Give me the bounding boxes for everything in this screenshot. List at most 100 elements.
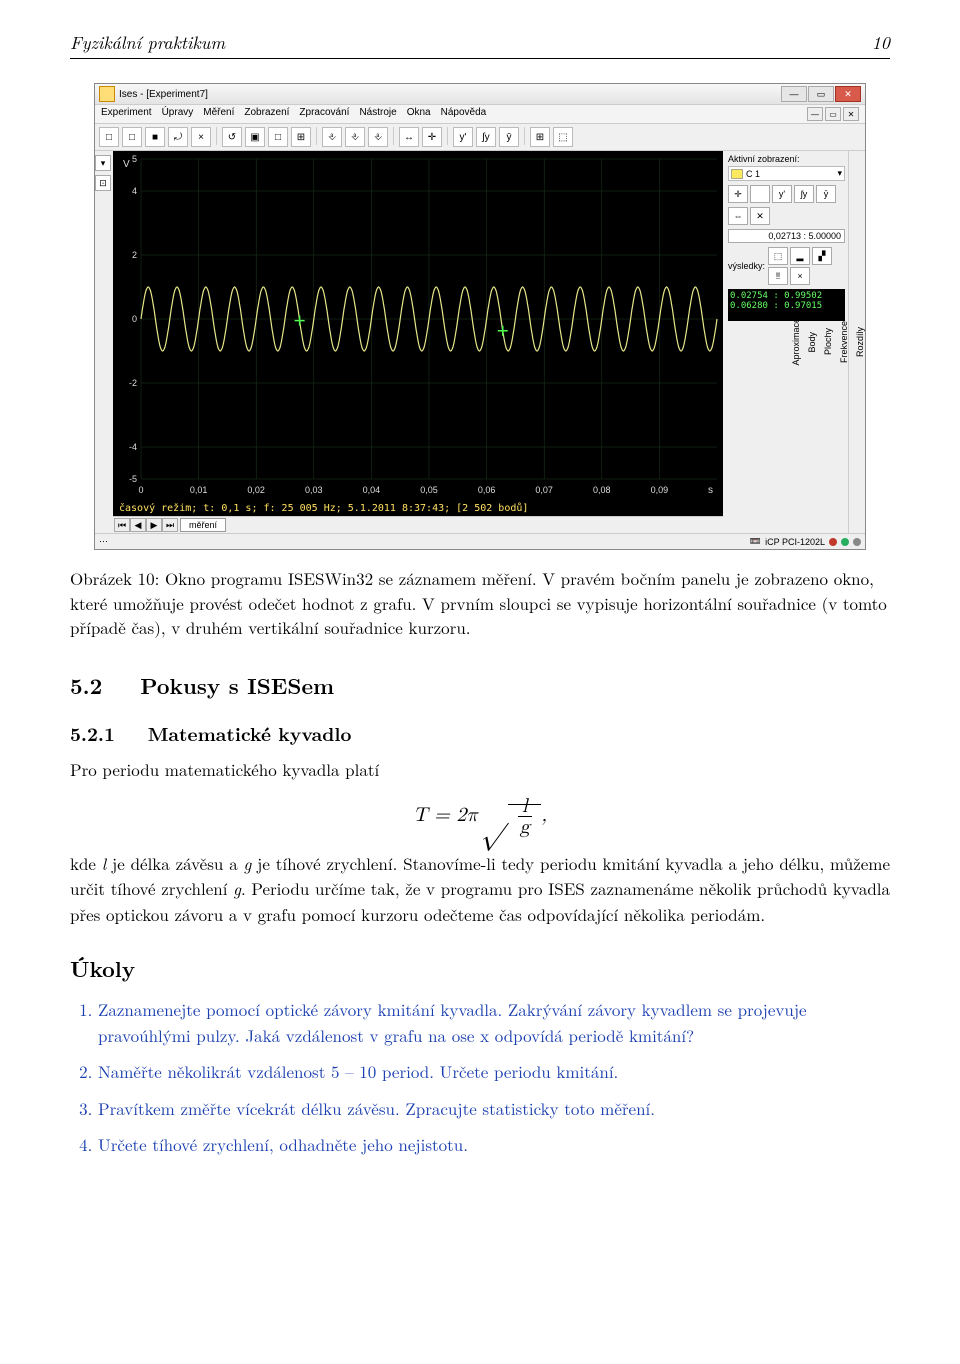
mdi-close[interactable]: ✕ bbox=[843, 107, 859, 121]
toolbar-button[interactable]: ▣ bbox=[245, 127, 265, 147]
svg-text:2: 2 bbox=[132, 250, 137, 260]
tasks-list: Zaznamenejte pomocí optické závory kmitá… bbox=[70, 996, 890, 1158]
rail-button[interactable]: ▾ bbox=[95, 155, 111, 171]
footer-status: ⋯ 📼 iCP PCI-1202L bbox=[95, 533, 865, 549]
tab-nav-prev[interactable]: ◀ bbox=[130, 518, 146, 532]
toolbar-button[interactable]: ■ bbox=[145, 127, 165, 147]
active-channel[interactable]: C 1 ▾ bbox=[728, 166, 845, 181]
tool-button[interactable] bbox=[750, 185, 770, 203]
rail-button[interactable]: ⊡ bbox=[95, 175, 111, 191]
svg-text:0,01: 0,01 bbox=[190, 485, 208, 495]
svg-text:-2: -2 bbox=[129, 378, 137, 388]
tab-measurement[interactable]: měření bbox=[180, 518, 226, 532]
tool-button[interactable]: ȳ bbox=[816, 185, 836, 203]
toolbar-button[interactable]: ⊞ bbox=[530, 127, 550, 147]
menu-zobrazení[interactable]: Zobrazení bbox=[244, 107, 289, 121]
dropdown-icon[interactable]: ▾ bbox=[837, 168, 842, 179]
close-button[interactable]: ✕ bbox=[835, 86, 861, 102]
chart-area[interactable]: 5420-2-4-500,010,020,030,040,050,060,070… bbox=[113, 151, 723, 501]
formula: T = 2π √ lg , bbox=[70, 796, 890, 837]
toolbar-button[interactable]: ⊞ bbox=[291, 127, 311, 147]
bottom-tabs: ⏮ ◀ ▶ ⏭ měření bbox=[113, 516, 723, 533]
toolbar-button[interactable]: ⤾ bbox=[168, 127, 188, 147]
tool-button[interactable]: ▂ bbox=[790, 247, 810, 265]
status-led-green bbox=[841, 538, 849, 546]
tool-button[interactable]: × bbox=[790, 267, 810, 285]
tab-nav-first[interactable]: ⏮ bbox=[114, 518, 130, 532]
device-name: iCP PCI-1202L bbox=[765, 537, 825, 547]
tool-button[interactable]: ‼ bbox=[768, 267, 788, 285]
maximize-button[interactable]: ▭ bbox=[808, 86, 834, 102]
minimize-button[interactable]: — bbox=[781, 86, 807, 102]
menu-okna[interactable]: Okna bbox=[407, 107, 431, 121]
task-item: Určete tíhové zrychlení, odhadněte jeho … bbox=[98, 1131, 890, 1157]
paragraph-1: Pro periodu matematického kyvadla platí bbox=[70, 757, 890, 782]
svg-text:0,03: 0,03 bbox=[305, 485, 323, 495]
toolbar-button[interactable]: □ bbox=[268, 127, 288, 147]
svg-text:-4: -4 bbox=[129, 442, 137, 452]
toolbar-button[interactable]: ʃy bbox=[476, 127, 496, 147]
side-tab-rozdíly[interactable]: Rozdíly bbox=[855, 325, 865, 359]
menu-zpracování[interactable]: Zpracování bbox=[299, 107, 349, 121]
menu-měření[interactable]: Měření bbox=[203, 107, 234, 121]
channel-name: C 1 bbox=[746, 169, 760, 179]
side-tab-body[interactable]: Body bbox=[807, 330, 817, 355]
svg-text:0,08: 0,08 bbox=[593, 485, 611, 495]
task-item: Zaznamenejte pomocí optické závory kmitá… bbox=[98, 996, 890, 1049]
side-tab-aproximace[interactable]: Aproximace bbox=[791, 316, 801, 368]
task-item: Pravítkem změřte vícekrát délku závěsu. … bbox=[98, 1095, 890, 1121]
tool-button[interactable]: ✛ bbox=[728, 185, 748, 203]
tool-button[interactable]: ⇔ bbox=[728, 207, 748, 225]
toolbar: □□■⤾×↺▣□⊞⎀⎀⎀↔✛y'ʃyȳ⊞⬚ bbox=[95, 124, 865, 151]
svg-text:s: s bbox=[708, 485, 713, 496]
svg-text:0: 0 bbox=[132, 314, 137, 324]
mdi-min[interactable]: — bbox=[807, 107, 823, 121]
toolbar-button[interactable]: ⎀ bbox=[322, 127, 342, 147]
menu-experiment[interactable]: Experiment bbox=[101, 107, 152, 121]
side-tab-plochy[interactable]: Plochy bbox=[823, 326, 833, 357]
toolbar-button[interactable]: ⎀ bbox=[345, 127, 365, 147]
toolbar-button[interactable]: y' bbox=[453, 127, 473, 147]
toolbar-button[interactable]: □ bbox=[99, 127, 119, 147]
toolbar-button[interactable]: ⬚ bbox=[553, 127, 573, 147]
left-rail: ▾⊡ bbox=[95, 151, 111, 533]
menu-nápověda[interactable]: Nápověda bbox=[441, 107, 487, 121]
toolbar-button[interactable]: ȳ bbox=[499, 127, 519, 147]
menu-nástroje[interactable]: Nástroje bbox=[359, 107, 396, 121]
right-tabs: RozdílyFrekvencePlochyBodyAproximace bbox=[848, 151, 865, 533]
section-title: 5.2 Pokusy s ISESem bbox=[70, 670, 890, 701]
toolbar-button[interactable]: × bbox=[191, 127, 211, 147]
tool-button[interactable]: y' bbox=[772, 185, 792, 203]
results-output: 0.02754 : 0.995020.06280 : 0.97015 bbox=[728, 289, 845, 321]
tool-button[interactable]: ✕ bbox=[750, 207, 770, 225]
channel-swatch bbox=[731, 169, 743, 179]
tab-nav-next[interactable]: ▶ bbox=[146, 518, 162, 532]
results-label: výsledky: bbox=[728, 261, 765, 271]
toolbar-button[interactable]: ⎀ bbox=[368, 127, 388, 147]
menu-úpravy[interactable]: Úpravy bbox=[162, 107, 194, 121]
results-buttons: ⬚▂▞ ‼× bbox=[768, 247, 845, 285]
status-led-grey bbox=[853, 538, 861, 546]
tab-nav-last[interactable]: ⏭ bbox=[162, 518, 178, 532]
toolbar-button[interactable]: ↔ bbox=[399, 127, 419, 147]
header-left: Fyzikální praktikum bbox=[70, 30, 225, 55]
toolbar-button[interactable]: □ bbox=[122, 127, 142, 147]
mdi-max[interactable]: ▭ bbox=[825, 107, 841, 121]
active-display-label: Aktivní zobrazení: bbox=[728, 154, 845, 164]
subsection-title: 5.2.1 Matematické kyvadlo bbox=[70, 719, 890, 747]
figure-caption: Obrázek 10: Okno programu ISESWin32 se z… bbox=[70, 566, 890, 640]
tool-button[interactable]: ▞ bbox=[812, 247, 832, 265]
ises-screenshot: Ises - [Experiment7] — ▭ ✕ ExperimentÚpr… bbox=[94, 83, 866, 550]
side-tab-frekvence[interactable]: Frekvence bbox=[839, 319, 849, 365]
page-header: Fyzikální praktikum 10 bbox=[70, 30, 890, 59]
svg-text:0,07: 0,07 bbox=[535, 485, 553, 495]
task-item: Naměřte několikrát vzdálenost 5 – 10 per… bbox=[98, 1058, 890, 1084]
toolbar-button[interactable]: ↺ bbox=[222, 127, 242, 147]
tool-button[interactable]: ⬚ bbox=[768, 247, 788, 265]
svg-text:-5: -5 bbox=[129, 474, 137, 484]
svg-text:0,06: 0,06 bbox=[478, 485, 496, 495]
toolbar-button[interactable]: ✛ bbox=[422, 127, 442, 147]
menubar: Experiment Úpravy Měření Zobrazení Zpracován… bbox=[95, 105, 865, 124]
paragraph-2: kde l je délka závěsu a g je tíhové zryc… bbox=[70, 851, 890, 926]
tool-button[interactable]: ʃy bbox=[794, 185, 814, 203]
